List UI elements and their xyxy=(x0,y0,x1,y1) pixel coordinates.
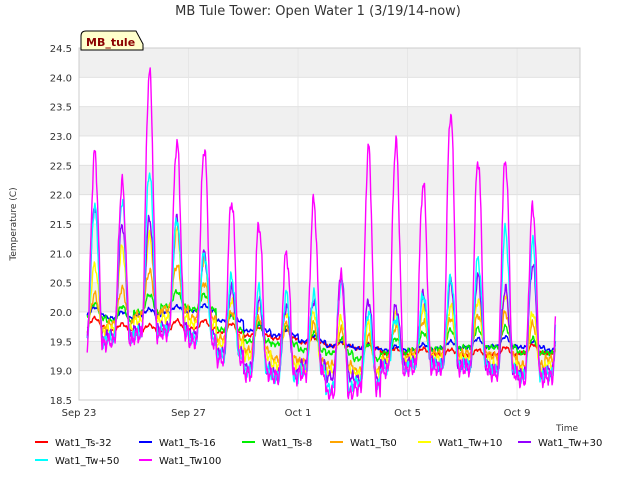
tag-box xyxy=(80,30,144,51)
y-axis-label: Temperature (C) xyxy=(9,187,19,261)
y-tick-label: 23.0 xyxy=(50,132,72,143)
plot-band xyxy=(79,224,580,254)
y-axis-ticks: 18.5 19.0 19.5 20.0 20.5 21.0 21.5 22.0 22.5 23.0… xyxy=(50,44,72,407)
legend-label-wat1-ts0: Wat1_Ts0 xyxy=(350,438,397,449)
series-line-wat1-tw100 xyxy=(86,67,557,401)
y-tick-label: 20.0 xyxy=(50,308,72,319)
x-tick-label: Sep 27 xyxy=(171,408,206,419)
legend-label-wat1-ts-16: Wat1_Ts-16 xyxy=(159,438,216,449)
series-layer xyxy=(86,67,557,401)
legend-label-wat1-tw-50: Wat1_Tw+50 xyxy=(55,456,119,467)
y-tick-label: 19.5 xyxy=(50,337,72,348)
legend-label-wat1-tw100: Wat1_Tw100 xyxy=(159,456,221,467)
plot-frame xyxy=(78,47,581,401)
x-axis-ticks: Sep 23 Sep 27 Oct 1 Oct 5 Oct 9 xyxy=(62,408,531,419)
x-tick-label: Oct 9 xyxy=(504,408,531,419)
x-tick-label: Sep 23 xyxy=(62,408,97,419)
plot-band xyxy=(79,48,580,78)
y-tick-label: 20.5 xyxy=(50,279,72,290)
tag-label: MB_tule xyxy=(86,36,135,49)
y-tick-label: 24.5 xyxy=(50,44,72,55)
y-tick-label: 22.0 xyxy=(50,191,72,202)
y-tick-label: 21.5 xyxy=(50,220,72,231)
y-tick-label: 24.0 xyxy=(50,73,72,84)
legend-label-wat1-ts-8: Wat1_Ts-8 xyxy=(262,438,312,449)
y-tick-label: 23.5 xyxy=(50,103,72,114)
y-tick-label: 18.5 xyxy=(50,396,72,407)
y-tick-label: 19.0 xyxy=(50,367,72,378)
legend-label-wat1-tw-30: Wat1_Tw+30 xyxy=(538,438,602,449)
y-tick-label: 21.0 xyxy=(50,249,72,260)
x-axis-label: Time xyxy=(555,424,578,434)
series-line-wat1-ts-16 xyxy=(86,303,556,353)
mb-tule-tag: MB_tule xyxy=(80,30,144,51)
legend-label-wat1-tw-10: Wat1_Tw+10 xyxy=(438,438,502,449)
plot-band xyxy=(79,165,580,195)
plot-band xyxy=(79,106,580,136)
y-tick-label: 22.5 xyxy=(50,161,72,172)
x-tick-label: Oct 5 xyxy=(394,408,421,419)
x-tick-label: Oct 1 xyxy=(285,408,312,419)
legend: Wat1_Ts-32 Wat1_Ts-16 Wat1_Ts-8 Wat1_Ts0 Wat… xyxy=(35,438,602,467)
chart-title: MB Tule Tower: Open Water 1 (3/19/14-now… xyxy=(175,4,461,19)
legend-label-wat1-ts-32: Wat1_Ts-32 xyxy=(55,438,112,449)
